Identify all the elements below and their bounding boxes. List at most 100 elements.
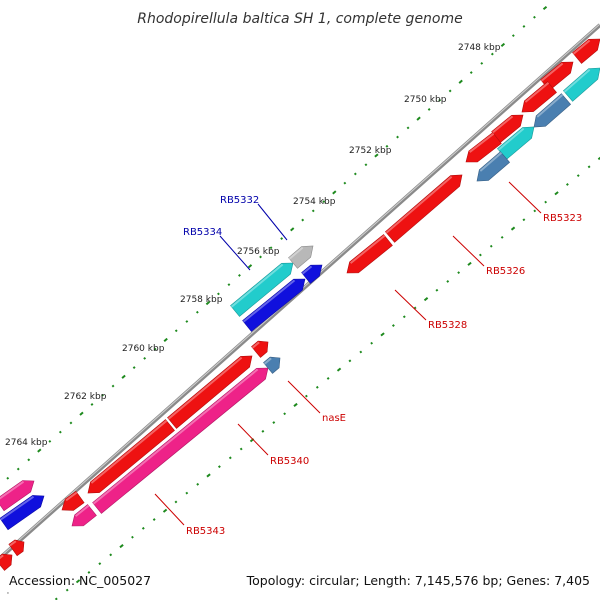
leader-rb5334 — [219, 235, 251, 271]
tick-dots-outer — [238, 273, 241, 277]
gene-arrow-nase[interactable] — [263, 356, 281, 374]
gene-arrow-rb5328-body — [346, 234, 393, 274]
tick-dots-outer — [247, 264, 253, 269]
tick-dots-outer — [27, 458, 31, 462]
leader-rb5332 — [257, 203, 288, 241]
tick-dots-inner — [217, 465, 221, 469]
tick-labels: 2748 kbp 2750 kbp 2752 kbp 2754 kbp 2756… — [5, 43, 501, 448]
gene-arrow-red-long-2-body — [87, 419, 175, 494]
gene-arrow-cyan-upper[interactable] — [562, 67, 600, 102]
gene-arrow-2-highlight — [572, 39, 591, 55]
gene-arrow-red-small-2-highlight — [65, 491, 78, 502]
tick-dots-inner — [533, 209, 537, 213]
tick-dots-inner — [131, 535, 134, 539]
gene-arrow-rb5334[interactable] — [230, 262, 294, 317]
gene-label-rb5323[interactable]: RB5323 — [543, 213, 582, 224]
tick-dots-outer — [500, 42, 506, 47]
tick-dots-inner — [293, 402, 298, 407]
tick-dots-inner — [196, 482, 200, 486]
gene-label-rb5334[interactable]: RB5334 — [183, 227, 222, 238]
tick-dots-inner — [510, 226, 516, 231]
gene-arrow-rb5332[interactable] — [288, 245, 314, 269]
tick-label-2752: 2752 kbp — [349, 146, 392, 156]
tick-dots-inner — [554, 191, 559, 196]
gene-arrow-5[interactable] — [465, 132, 502, 163]
gene-arrow-blue-1[interactable] — [242, 278, 306, 332]
gene-arrow-cyan-upper-highlight — [563, 69, 591, 93]
gene-arrow-rb5334-body — [230, 262, 294, 317]
tick-dots-inner — [576, 174, 580, 178]
gene-label-rb5326[interactable]: RB5326 — [486, 266, 525, 277]
gene-arrow-rb5343-body — [71, 504, 97, 527]
gene-label-rb5332[interactable]: RB5332 — [220, 195, 259, 206]
gene-arrow-rb5326[interactable] — [384, 174, 463, 243]
gene-arrow-blue-2[interactable] — [301, 264, 323, 284]
gene-arrow-rb5343[interactable] — [71, 504, 97, 527]
tick-dots-inner — [391, 324, 395, 327]
gene-arrow-red-left-2-body — [8, 539, 25, 557]
gene-arrow-cyan-2-highlight — [497, 127, 525, 151]
gene-arrow-red-long-1-body — [167, 355, 253, 429]
tick-dots-outer — [522, 25, 526, 28]
tick-dots-inner — [402, 315, 406, 319]
tick-dots-inner — [544, 200, 548, 204]
tick-dots-inner — [119, 544, 124, 549]
gene-label-rb5343[interactable]: RB5343 — [186, 526, 225, 537]
tick-dots-inner — [315, 385, 319, 389]
tick-dots-outer — [353, 172, 357, 176]
gene-label-rb5340[interactable]: RB5340 — [270, 456, 309, 467]
tick-dots-inner — [75, 579, 81, 584]
gene-arrow-blue-left[interactable] — [0, 495, 45, 531]
tick-dots-outer — [153, 347, 157, 351]
gene-arrow-red-left-2[interactable] — [8, 539, 25, 557]
gene-arrow-red-long-2[interactable] — [87, 419, 175, 494]
gene-arrow-rb5340[interactable] — [92, 367, 269, 514]
gene-arrow-rb5332-body — [288, 245, 314, 269]
gene-arrow-steel-1[interactable] — [533, 93, 572, 128]
gene-arrow-blue-1-body — [242, 278, 306, 332]
tick-dots-outer — [174, 329, 178, 333]
tick-dots-outer — [69, 421, 73, 425]
tick-dots-inner — [87, 571, 91, 574]
tick-dots-inner — [359, 350, 363, 354]
gene-arrow-2[interactable] — [572, 38, 600, 64]
gene-arrow-red-long-1[interactable] — [167, 355, 253, 429]
tick-dots-inner — [141, 526, 145, 530]
tick-dots-outer — [48, 439, 52, 443]
gene-arrow-steel-rb5323[interactable] — [476, 151, 511, 182]
gene-arrow-rb5340-highlight — [92, 368, 259, 505]
tick-dots-outer — [332, 190, 337, 195]
tick-dots-inner — [283, 412, 287, 416]
tick-dots-inner — [587, 165, 591, 169]
tick-dots-outer — [90, 403, 94, 406]
tick-label-2754: 2754 kbp — [293, 197, 336, 207]
gene-arrow-3[interactable] — [521, 81, 557, 113]
tick-dots-inner — [152, 518, 156, 521]
gene-arrow-blue-left-body — [0, 495, 45, 531]
leader-nase — [287, 380, 321, 414]
tick-dots-inner — [413, 306, 417, 310]
tick-dots-outer — [438, 98, 442, 102]
gene-arrow-rb5326-body — [384, 174, 463, 243]
gene-arrow-red-small-1[interactable] — [251, 340, 269, 358]
gene-arrow-2-body — [572, 38, 600, 64]
tick-dots-inner — [467, 261, 472, 266]
tick-dots-outer — [533, 15, 536, 19]
gene-labels: RB5323 RB5326 RB5328 RB5332 RB5334 nasE … — [183, 195, 582, 537]
gene-arrow-pink-left-body — [0, 480, 35, 512]
gene-label-nase[interactable]: nasE — [322, 413, 346, 424]
gene-arrow-pink-left[interactable] — [0, 480, 35, 512]
tick-dots-outer — [511, 34, 515, 38]
gene-arrow-red-small-1-body — [251, 340, 269, 358]
tick-dots-inner — [597, 156, 600, 161]
map-title: Rhodopirellula baltica SH 1, complete ge… — [137, 11, 463, 27]
gene-arrow-red-small-2[interactable] — [61, 490, 85, 511]
gene-arrow-rb5328[interactable] — [346, 234, 393, 274]
gene-arrow-red-left-1-highlight — [0, 554, 4, 560]
tick-dots-outer — [132, 366, 136, 370]
gene-label-rb5328[interactable]: RB5328 — [428, 320, 467, 331]
tick-dots-outer — [143, 356, 147, 360]
gene-arrow-5-body — [465, 132, 502, 163]
tick-dots-inner — [446, 280, 450, 283]
gene-arrow-red-left-1[interactable] — [0, 553, 13, 571]
